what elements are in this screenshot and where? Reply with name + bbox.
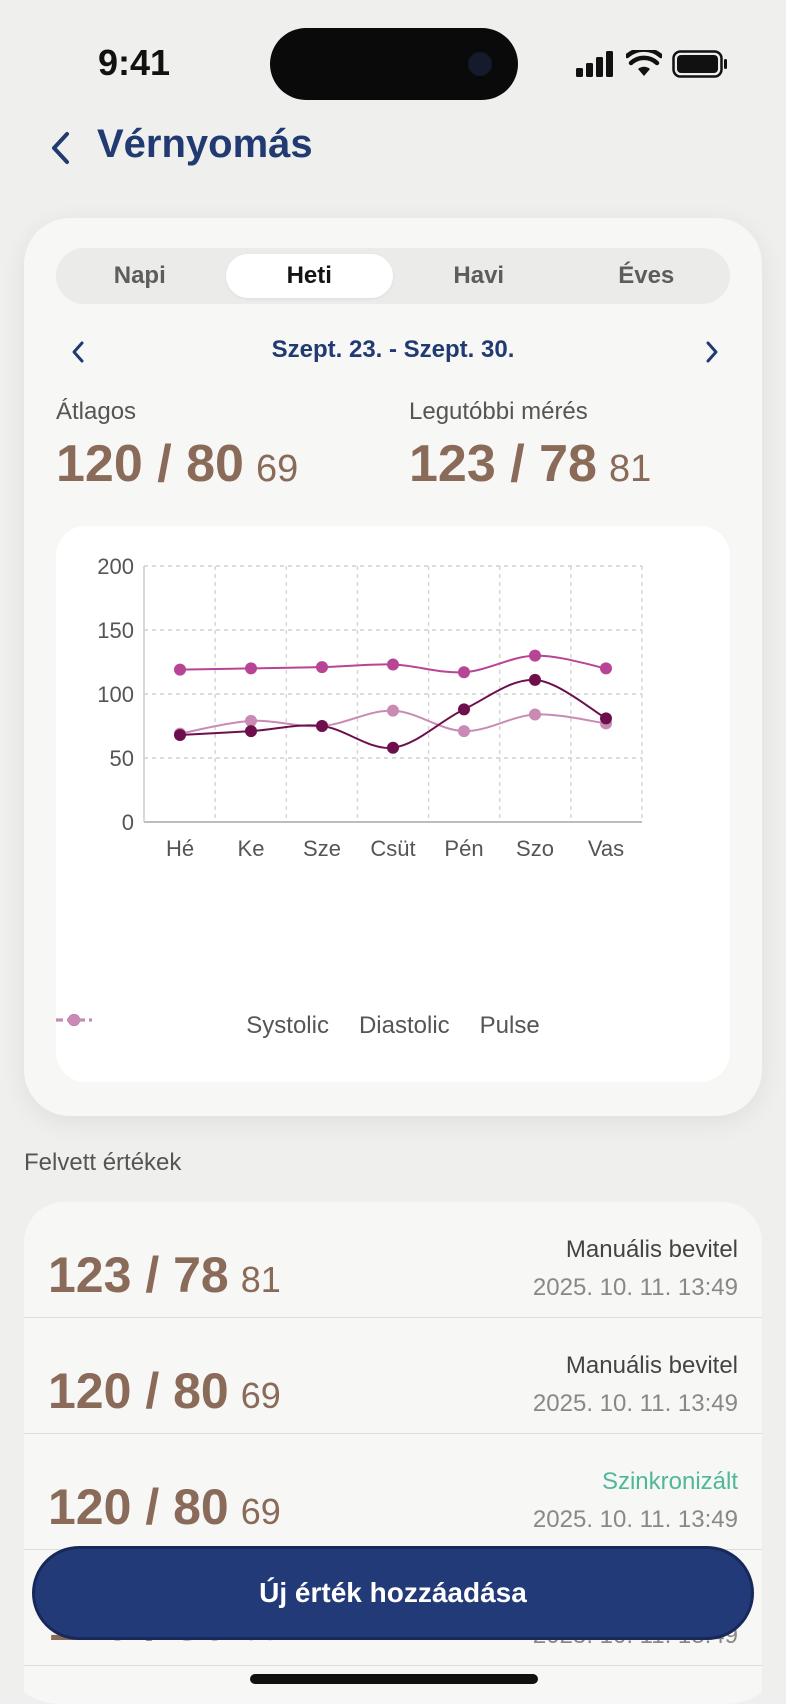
x-tick-label: Ke bbox=[238, 836, 265, 861]
record-date: 2025. 10. 11. 13:49 bbox=[532, 1506, 738, 1533]
y-tick-label: 100 bbox=[97, 682, 134, 707]
record-bp: 123 / 78 bbox=[48, 1247, 229, 1303]
average-value: 120 / 80 69 bbox=[56, 434, 298, 494]
legend-marker-icon bbox=[56, 1014, 92, 1026]
average-stat: Átlagos 120 / 80 69 bbox=[56, 398, 298, 494]
legend-label: Systolic bbox=[246, 1012, 329, 1039]
add-value-button[interactable]: Új érték hozzáadása bbox=[32, 1546, 754, 1640]
data-point-diastolic bbox=[316, 720, 328, 732]
data-point-diastolic bbox=[529, 673, 541, 686]
records-title: Felvett értékek bbox=[24, 1149, 182, 1176]
data-point-diastolic bbox=[174, 728, 186, 741]
record-row[interactable]: 120 / 80 69 Manuális bevitel 2025. 10. 11. … bbox=[24, 1318, 762, 1434]
record-value: 123 / 78 81 bbox=[48, 1246, 281, 1304]
average-bp: 120 / 80 bbox=[56, 435, 244, 493]
previous-range-button[interactable] bbox=[58, 332, 98, 372]
legend-label: Pulse bbox=[479, 1012, 540, 1039]
signal-icon bbox=[576, 51, 613, 77]
data-point-systolic bbox=[245, 662, 257, 675]
y-tick-label: 150 bbox=[97, 618, 134, 643]
data-point-systolic bbox=[316, 661, 328, 674]
battery-icon bbox=[672, 50, 727, 78]
data-point-systolic bbox=[458, 666, 470, 679]
legend-item-diastolic: Diastolic bbox=[56, 1012, 450, 1040]
data-point-systolic bbox=[174, 663, 186, 676]
record-source: Manuális bevitel bbox=[565, 1352, 738, 1379]
record-bp: 120 / 80 bbox=[48, 1363, 229, 1419]
data-point-systolic bbox=[387, 658, 399, 671]
status-time: 9:41 bbox=[98, 42, 171, 83]
tab-yearly[interactable]: Éves bbox=[618, 262, 675, 289]
data-point-diastolic bbox=[600, 712, 612, 725]
record-bp: 120 / 80 bbox=[48, 1479, 229, 1535]
x-tick-label: Sze bbox=[303, 836, 341, 861]
record-date: 2025. 10. 11. 13:49 bbox=[532, 1274, 738, 1301]
tab-monthly[interactable]: Havi bbox=[453, 262, 505, 289]
x-tick-label: Szo bbox=[516, 836, 554, 861]
record-pulse: 81 bbox=[240, 1259, 281, 1300]
record-source: Manuális bevitel bbox=[565, 1236, 738, 1263]
chevron-left-icon bbox=[52, 132, 69, 164]
blood-pressure-chart: 0 50 100 150 200 Hé Ke Sze Csüt Pén Szo Vas Systoli… bbox=[56, 526, 730, 1082]
next-range-button[interactable] bbox=[692, 332, 732, 372]
latest-stat: Legutóbbi mérés 123 / 78 81 bbox=[409, 398, 651, 494]
record-value: 120 / 80 69 bbox=[48, 1362, 281, 1420]
chart-svg: 0 50 100 150 200 Hé Ke Sze Csüt Pén Szo Vas bbox=[97, 554, 643, 861]
tab-daily[interactable]: Napi bbox=[113, 262, 166, 289]
chart-legend: Systolic Diastolic Pulse bbox=[56, 1012, 730, 1040]
latest-value: 123 / 78 81 bbox=[409, 434, 651, 494]
data-point-pulse bbox=[245, 714, 257, 727]
wifi-icon bbox=[626, 50, 662, 76]
y-tick-label: 0 bbox=[122, 810, 134, 835]
record-date: 2025. 10. 11. 13:49 bbox=[532, 1390, 738, 1417]
data-point-systolic bbox=[529, 649, 541, 662]
data-point-diastolic bbox=[458, 703, 470, 716]
home-indicator bbox=[250, 1674, 538, 1684]
latest-label: Legutóbbi mérés bbox=[409, 398, 588, 425]
legend-label: Diastolic bbox=[358, 1012, 450, 1039]
y-tick-label: 50 bbox=[110, 746, 134, 771]
tab-weekly[interactable]: Heti bbox=[225, 254, 393, 298]
latest-pulse: 81 bbox=[608, 448, 652, 490]
dynamic-island bbox=[270, 28, 518, 100]
record-pulse: 69 bbox=[240, 1491, 281, 1532]
record-pulse: 69 bbox=[240, 1375, 281, 1416]
legend-item-systolic: Systolic bbox=[56, 1012, 329, 1040]
record-value: 120 / 80 69 bbox=[48, 1478, 281, 1536]
data-point-diastolic bbox=[245, 725, 257, 738]
data-point-diastolic bbox=[387, 741, 399, 754]
period-segmented-control: Napi Heti Havi Éves bbox=[56, 248, 730, 304]
x-tick-label: Hé bbox=[166, 836, 194, 861]
record-source: Szinkronizált bbox=[601, 1468, 738, 1495]
latest-bp: 123 / 78 bbox=[409, 435, 597, 493]
average-label: Átlagos bbox=[56, 398, 137, 425]
data-point-pulse bbox=[458, 725, 470, 738]
data-point-systolic bbox=[600, 662, 612, 675]
chevron-right-icon bbox=[706, 341, 718, 363]
y-tick-label: 200 bbox=[97, 554, 134, 579]
x-tick-label: Pén bbox=[444, 836, 483, 861]
summary-card: Napi Heti Havi Éves Szept. 23. - Szept. … bbox=[24, 218, 762, 1116]
record-row[interactable]: 123 / 78 81 Manuális bevitel 2025. 10. 11. … bbox=[24, 1202, 762, 1318]
x-tick-label: Csüt bbox=[370, 836, 415, 861]
chevron-left-icon bbox=[72, 341, 84, 363]
status-icons bbox=[576, 50, 728, 78]
camera-icon bbox=[468, 52, 492, 76]
page-title: Vérnyomás bbox=[97, 122, 313, 166]
back-button[interactable] bbox=[40, 124, 80, 172]
date-range-label: Szept. 23. - Szept. 30. bbox=[271, 336, 515, 363]
average-pulse: 69 bbox=[255, 448, 299, 490]
x-tick-label: Vas bbox=[588, 836, 624, 861]
data-point-pulse bbox=[387, 704, 399, 717]
data-point-pulse bbox=[529, 708, 541, 721]
legend-item-pulse: Pulse bbox=[56, 1012, 540, 1040]
record-row[interactable]: 120 / 80 69 Szinkronizált 2025. 10. 11. 13:… bbox=[24, 1434, 762, 1550]
